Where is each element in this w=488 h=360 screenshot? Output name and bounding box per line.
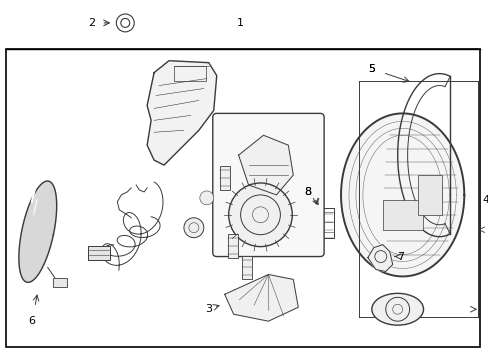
Bar [241, 256, 251, 279]
FancyBboxPatch shape [212, 113, 324, 257]
Text: 7: 7 [396, 252, 403, 262]
Text: 8: 8 [304, 187, 311, 197]
Polygon shape [340, 113, 463, 276]
Polygon shape [147, 61, 216, 165]
Text: 4: 4 [481, 195, 488, 205]
Text: 3: 3 [205, 304, 212, 314]
Text: 2: 2 [88, 18, 95, 28]
Text: 5: 5 [367, 64, 375, 74]
Polygon shape [367, 245, 392, 271]
Polygon shape [224, 274, 298, 321]
Bar [174, 66, 205, 81]
Circle shape [183, 218, 203, 238]
Bar [53, 278, 66, 287]
Bar [417, 175, 442, 215]
Text: 6: 6 [28, 316, 35, 326]
Polygon shape [238, 135, 293, 195]
Text: 8: 8 [304, 187, 311, 197]
Ellipse shape [371, 293, 423, 325]
Bar [316, 208, 333, 238]
Circle shape [200, 191, 213, 205]
Bar [227, 234, 237, 257]
Bar [88, 246, 110, 260]
Text: 1: 1 [237, 18, 244, 28]
Bar [219, 166, 229, 190]
Text: 5: 5 [367, 64, 375, 74]
Bar [382, 200, 422, 230]
Polygon shape [19, 181, 57, 282]
Bar [6, 49, 479, 347]
Circle shape [228, 183, 292, 247]
